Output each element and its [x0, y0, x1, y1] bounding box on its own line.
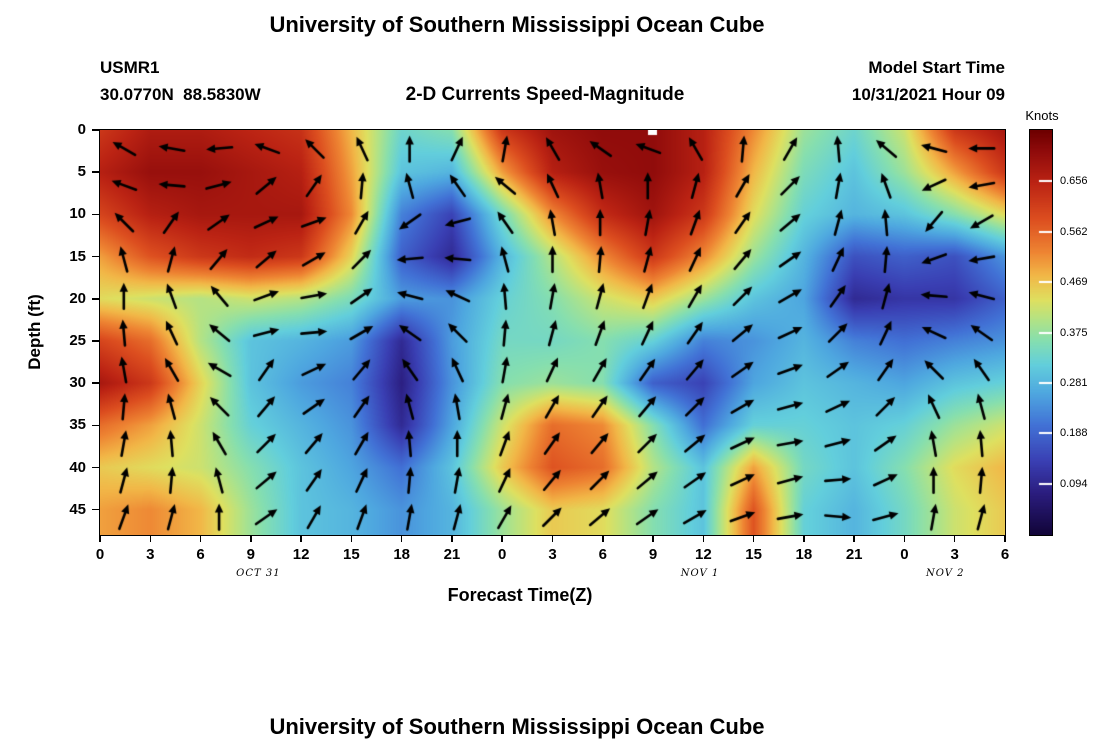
- x-axis-tick: [199, 535, 202, 542]
- colorbar-tick-label: 0.656: [1060, 175, 1088, 187]
- x-tick-label: 3: [548, 546, 557, 563]
- x-axis-tick: [551, 535, 554, 542]
- y-axis-tick: [92, 255, 99, 258]
- colorbar-tick-label: 0.281: [1060, 377, 1088, 389]
- x-day-label: OCT 31: [236, 568, 281, 579]
- y-tick-label: 45: [69, 500, 86, 518]
- plot-subtitle: 2-D Currents Speed-Magnitude: [405, 84, 685, 105]
- y-axis-tick: [92, 508, 99, 511]
- colorbar-tick-label: 0.375: [1060, 327, 1088, 339]
- y-tick-label: 20: [69, 289, 86, 307]
- x-tick-label: 6: [196, 546, 205, 563]
- y-axis-tick: [92, 424, 99, 427]
- x-tick-label: 18: [795, 546, 813, 563]
- station-id: USMR1: [100, 58, 160, 77]
- y-tick-label: 25: [69, 331, 86, 349]
- y-axis-tick: [92, 171, 99, 173]
- x-axis-tick: [451, 535, 453, 542]
- x-axis-tick: [853, 535, 855, 542]
- x-day-label: NOV 1: [680, 568, 720, 579]
- x-axis-tick: [400, 535, 403, 542]
- x-tick-label: 0: [95, 546, 105, 563]
- x-axis-tick: [803, 535, 805, 542]
- x-axis-tick: [702, 535, 705, 542]
- x-axis-tick: [300, 535, 302, 542]
- y-axis-tick: [92, 129, 99, 131]
- x-axis-tick: [250, 535, 252, 542]
- next-plot-title: University of Southern Mississippi Ocean…: [269, 714, 765, 739]
- y-tick-label: 30: [69, 374, 86, 392]
- x-axis-tick: [1004, 535, 1006, 542]
- y-axis-tick: [92, 340, 99, 342]
- y-axis-tick: [92, 298, 99, 300]
- x-day-label: NOV 2: [925, 568, 965, 579]
- y-tick-label: 35: [69, 416, 86, 434]
- x-tick-label: 0: [498, 546, 507, 563]
- x-tick-label: 3: [950, 546, 959, 563]
- x-tick-label: 6: [1000, 546, 1010, 563]
- x-tick-label: 9: [648, 546, 658, 563]
- x-axis-title: Forecast Time(Z): [447, 585, 593, 605]
- y-axis-tick: [92, 466, 99, 469]
- y-tick-label: 10: [69, 205, 86, 223]
- x-axis-tick: [350, 535, 353, 542]
- y-tick-label: 40: [69, 458, 86, 476]
- x-axis-tick: [99, 535, 101, 542]
- station-coordinates: 30.0770N 88.5830W: [100, 85, 261, 104]
- x-axis-tick: [602, 535, 604, 542]
- heatmap-canvas: [100, 130, 1005, 535]
- x-axis-tick: [149, 535, 152, 542]
- colorbar-tick-label: 0.188: [1060, 427, 1088, 439]
- x-tick-label: 9: [246, 546, 255, 563]
- x-tick-label: 0: [900, 546, 909, 563]
- x-tick-label: 6: [598, 546, 607, 563]
- y-tick-label: 0: [77, 121, 86, 138]
- x-tick-label: 21: [443, 546, 461, 563]
- x-tick-label: 18: [393, 546, 410, 563]
- y-tick-label: 15: [69, 247, 86, 265]
- x-axis-tick: [953, 535, 956, 542]
- y-tick-label: 5: [77, 163, 86, 181]
- colorbar-gradient: [1030, 130, 1052, 535]
- y-axis-tick: [92, 213, 99, 216]
- colorbar-title: Knots: [1025, 108, 1059, 123]
- x-tick-label: 15: [745, 546, 762, 563]
- x-axis-tick: [501, 535, 503, 542]
- y-axis-tick: [92, 382, 99, 384]
- page-title: University of Southern Mississippi Ocean…: [269, 12, 765, 37]
- colorbar-tick-label: 0.094: [1060, 478, 1088, 490]
- model-start-label: Model Start Time: [868, 58, 1005, 77]
- x-tick-label: 3: [146, 546, 155, 563]
- x-tick-label: 12: [694, 546, 712, 563]
- x-axis-tick: [903, 535, 906, 542]
- x-tick-label: 12: [292, 546, 310, 563]
- colorbar-tick-label: 0.562: [1060, 226, 1088, 238]
- x-tick-label: 21: [845, 546, 863, 563]
- model-start-value: 10/31/2021 Hour 09: [851, 85, 1005, 104]
- x-tick-label: 15: [343, 546, 360, 563]
- colorbar-tick-label: 0.469: [1060, 276, 1088, 288]
- y-axis-title: Depth (ft): [25, 294, 44, 370]
- x-axis-tick: [752, 535, 755, 542]
- x-axis-tick: [652, 535, 654, 542]
